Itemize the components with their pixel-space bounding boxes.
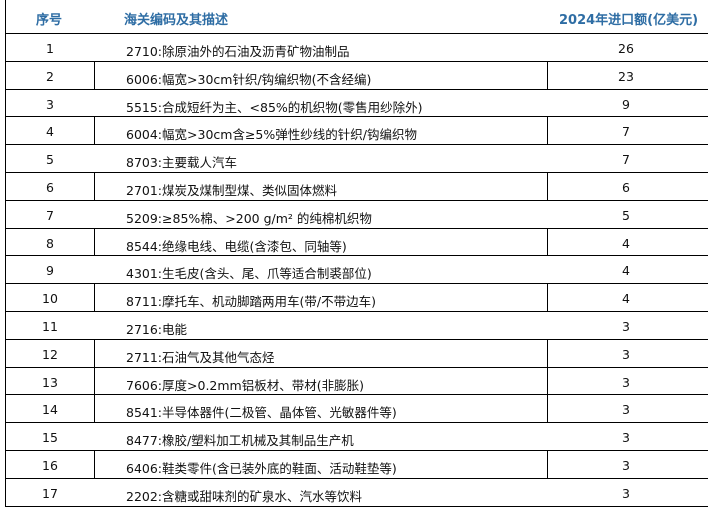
table-row: 6 2701:煤炭及煤制型煤、类似固体燃料 6: [6, 172, 708, 201]
table-row: 3 5515:合成短纤为主、<85%的机织物(零售用纱除外) 9: [6, 90, 708, 118]
table-row: 1 2710:除原油外的石油及沥青矿物油制品 26: [6, 34, 708, 62]
row-value: 9: [622, 96, 630, 112]
row-description: 5515:合成短纤为主、<85%的机织物(零售用纱除外): [126, 99, 423, 115]
row-index: 5: [46, 152, 54, 168]
row-index: 7: [46, 207, 54, 223]
row-index: 9: [46, 263, 54, 279]
row-index: 8: [46, 235, 54, 251]
header-value: 2024年进口额(亿美元): [559, 13, 699, 28]
row-index: 10: [42, 291, 58, 307]
row-value: 6: [622, 179, 630, 195]
row-index: 15: [42, 430, 58, 446]
row-description: 7606:厚度>0.2mm铝板材、带材(非膨胀): [126, 377, 364, 393]
row-value: 3: [622, 346, 630, 362]
row-description: 8544:绝缘电线、电缆(含漆包、同轴等): [126, 238, 347, 254]
table-row: 12 2711:石油气及其他气态烃 3: [6, 339, 708, 368]
row-index: 1: [46, 41, 54, 56]
table-header: 序号 海关编码及其描述 2024年进口额(亿美元): [6, 0, 708, 34]
row-value: 3: [622, 318, 630, 334]
row-index: 6: [46, 179, 54, 195]
row-value: 7: [622, 124, 630, 140]
row-description: 2202:含糖或甜味剂的矿泉水、汽水等饮料: [126, 488, 363, 504]
row-index: 4: [46, 124, 54, 140]
row-value: 23: [618, 68, 634, 84]
row-value: 3: [622, 430, 630, 446]
row-index: 14: [42, 402, 58, 418]
row-index: 2: [46, 68, 54, 84]
row-value: 3: [622, 402, 630, 418]
table-row: 13 7606:厚度>0.2mm铝板材、带材(非膨胀) 3: [6, 367, 708, 396]
row-description: 5209:≥85%棉、>200 g/m² 的纯棉机织物: [126, 210, 372, 226]
table-row: 16 6406:鞋类零件(含已装外底的鞋面、活动鞋垫等) 3: [6, 450, 708, 479]
table-body: 1 2710:除原油外的石油及沥青矿物油制品 26 2 6006:幅宽>30cm针织/钩…: [6, 34, 708, 507]
table-row: 15 8477:橡胶/塑料加工机械及其制品生产机 3: [6, 423, 708, 451]
row-value: 26: [618, 41, 634, 56]
row-index: 13: [42, 374, 58, 390]
table-row: 7 5209:≥85%棉、>200 g/m² 的纯棉机织物 5: [6, 201, 708, 229]
row-index: 16: [42, 457, 58, 473]
row-value: 5: [622, 207, 630, 223]
row-description: 2710:除原油外的石油及沥青矿物油制品: [126, 44, 350, 59]
row-value: 7: [622, 152, 630, 168]
row-description: 8541:半导体器件(二极管、晶体管、光敏器件等): [126, 405, 397, 421]
table-row: 8 8544:绝缘电线、电缆(含漆包、同轴等) 4: [6, 228, 708, 257]
row-index: 17: [42, 485, 58, 501]
row-description: 6406:鞋类零件(含已装外底的鞋面、活动鞋垫等): [126, 460, 397, 476]
table-row: 4 6004:幅宽>30cm含≥5%弹性纱线的针织/钩编织物 7: [6, 117, 708, 146]
row-description: 8711:摩托车、机动脚踏两用车(带/不带边车): [126, 294, 376, 310]
header-description: 海关编码及其描述: [124, 13, 229, 28]
table-row: 17 2202:含糖或甜味剂的矿泉水、汽水等饮料 3: [6, 479, 708, 507]
table-row: 11 2716:电能 3: [6, 312, 708, 340]
row-description: 6004:幅宽>30cm含≥5%弹性纱线的针织/钩编织物: [126, 127, 417, 143]
row-index: 3: [46, 96, 54, 112]
row-value: 4: [622, 263, 630, 279]
row-description: 2716:电能: [126, 321, 188, 337]
header-index: 序号: [36, 13, 63, 28]
table-row: 14 8541:半导体器件(二极管、晶体管、光敏器件等) 3: [6, 395, 708, 424]
row-description: 8703:主要载人汽车: [126, 155, 238, 171]
row-value: 4: [622, 291, 630, 307]
table-row: 2 6006:幅宽>30cm针织/钩编织物(不含经编) 23: [6, 61, 708, 90]
row-description: 4301:生毛皮(含头、尾、爪等适合制裘部位): [126, 266, 372, 282]
row-value: 4: [622, 235, 630, 251]
table-row: 10 8711:摩托车、机动脚踏两用车(带/不带边车) 4: [6, 284, 708, 312]
table-row: 9 4301:生毛皮(含头、尾、爪等适合制裘部位) 4: [6, 256, 708, 285]
row-value: 3: [622, 457, 630, 473]
row-index: 12: [42, 346, 58, 362]
row-description: 2701:煤炭及煤制型煤、类似固体燃料: [126, 182, 338, 198]
row-description: 2711:石油气及其他气态烃: [126, 349, 275, 365]
row-description: 8477:橡胶/塑料加工机械及其制品生产机: [126, 433, 354, 449]
row-index: 11: [42, 318, 58, 334]
row-value: 3: [622, 374, 630, 390]
row-description: 6006:幅宽>30cm针织/钩编织物(不含经编): [126, 71, 372, 87]
row-value: 3: [622, 485, 630, 501]
table-row: 5 8703:主要载人汽车 7: [6, 145, 708, 173]
import-table: 序号 海关编码及其描述 2024年进口额(亿美元) 1 2710:除原油外的石油及…: [5, 0, 708, 507]
